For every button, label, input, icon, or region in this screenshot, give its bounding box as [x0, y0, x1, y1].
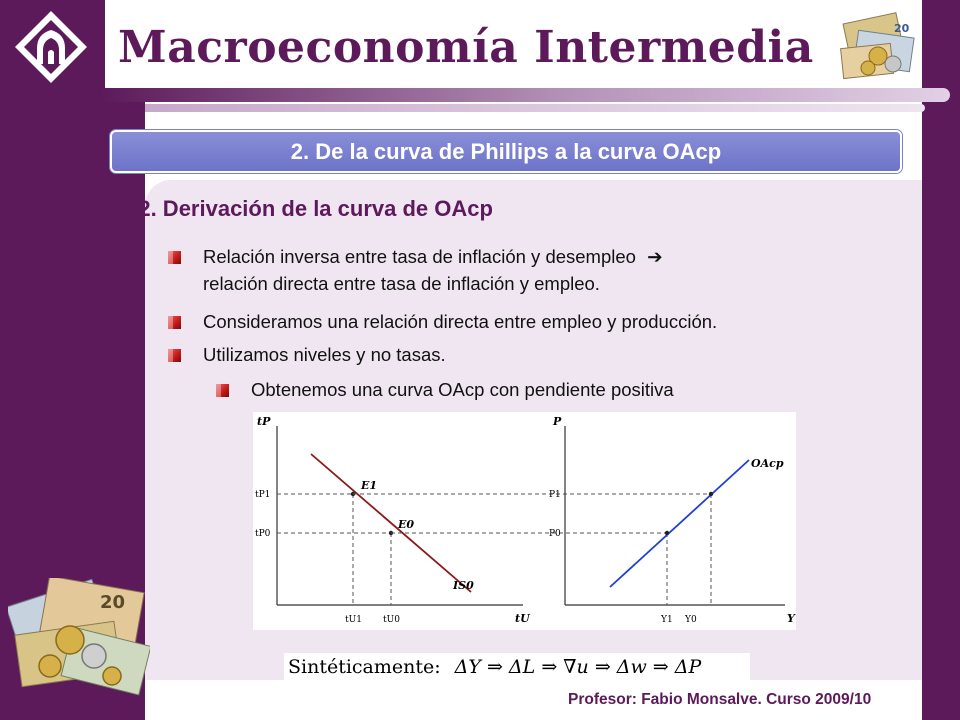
- sub-bullet-marker-icon: [216, 384, 229, 397]
- left-xtick-tu0: tU0: [383, 615, 400, 625]
- header-swoosh-thin: [145, 104, 925, 112]
- subheading: 2.2. Derivación de la curva de OAcp: [120, 196, 493, 221]
- euro-money-image: 20: [5, 575, 152, 696]
- page-title: Macroeconomía Intermedia: [118, 22, 814, 73]
- synthesis-label: Sintéticamente:: [288, 656, 441, 678]
- header-swoosh: [100, 88, 950, 102]
- svg-text:20: 20: [894, 22, 910, 35]
- right-y-axis-label: P: [552, 415, 562, 428]
- synthesis-chain: ΔY ⇒ ΔL ⇒ ∇u ⇒ Δw ⇒ ΔP: [454, 656, 702, 678]
- left-panel: tP tU E1 E0 IS0 tP1 tP0 tU1 tU0: [255, 415, 531, 625]
- bullet-item-2: Consideramos una relación directa entre …: [203, 311, 718, 332]
- right-ytick-p1: P1: [549, 490, 561, 500]
- bullet-marker-icon: [168, 316, 181, 329]
- synthesis-formula: Sintéticamente: ΔY ⇒ ΔL ⇒ ∇u ⇒ Δw ⇒ ΔP: [284, 653, 750, 681]
- left-x-axis-label: tU: [515, 612, 531, 625]
- footer-credit: Profesor: Fabio Monsalve. Curso 2009/10: [568, 691, 872, 708]
- bullet-marker-icon: [168, 251, 181, 264]
- right-point-high: [708, 491, 714, 497]
- oacp-label: OAcp: [751, 457, 784, 470]
- university-logo-icon: [12, 8, 90, 86]
- right-xtick-y0: Y0: [684, 615, 697, 625]
- oacp-curve: [609, 459, 750, 588]
- bullet-item-4: Obtenemos una curva OAcp con pendiente p…: [251, 379, 674, 400]
- arrow-right-icon: ➔: [647, 246, 663, 267]
- left-xtick-tu1: tU1: [345, 615, 362, 625]
- section-banner-label: 2. De la curva de Phillips a la curva OA…: [290, 138, 722, 164]
- point-e1-label: E1: [360, 479, 377, 492]
- is0-label: IS0: [452, 579, 474, 592]
- left-y-axis-label: tP: [257, 415, 271, 428]
- right-xtick-y1: Y1: [660, 615, 673, 625]
- section-banner: 2. De la curva de Phillips a la curva OA…: [110, 130, 902, 173]
- right-ytick-p0: P0: [549, 529, 561, 539]
- right-point-low: [664, 530, 670, 536]
- is0-curve: [310, 453, 472, 593]
- right-decor-bar: [922, 0, 960, 720]
- left-ytick-tp0: tP0: [255, 529, 271, 539]
- svg-text:20: 20: [100, 592, 125, 613]
- bullet-marker-icon: [168, 349, 181, 362]
- right-panel: P Y OAcp P1 P0 Y1 Y0: [549, 415, 796, 625]
- euro-money-image: 20: [838, 12, 920, 86]
- bullet-item-3: Utilizamos niveles y no tasas.: [203, 344, 446, 365]
- bullet-item-1: Relación inversa entre tasa de inflación…: [203, 246, 663, 294]
- left-ytick-tp1: tP1: [255, 490, 270, 500]
- right-x-axis-label: Y: [787, 612, 796, 625]
- phillips-oacp-figure: tP tU E1 E0 IS0 tP1 tP0 tU1 tU0 P Y: [253, 412, 796, 630]
- point-e0-label: E0: [397, 518, 414, 531]
